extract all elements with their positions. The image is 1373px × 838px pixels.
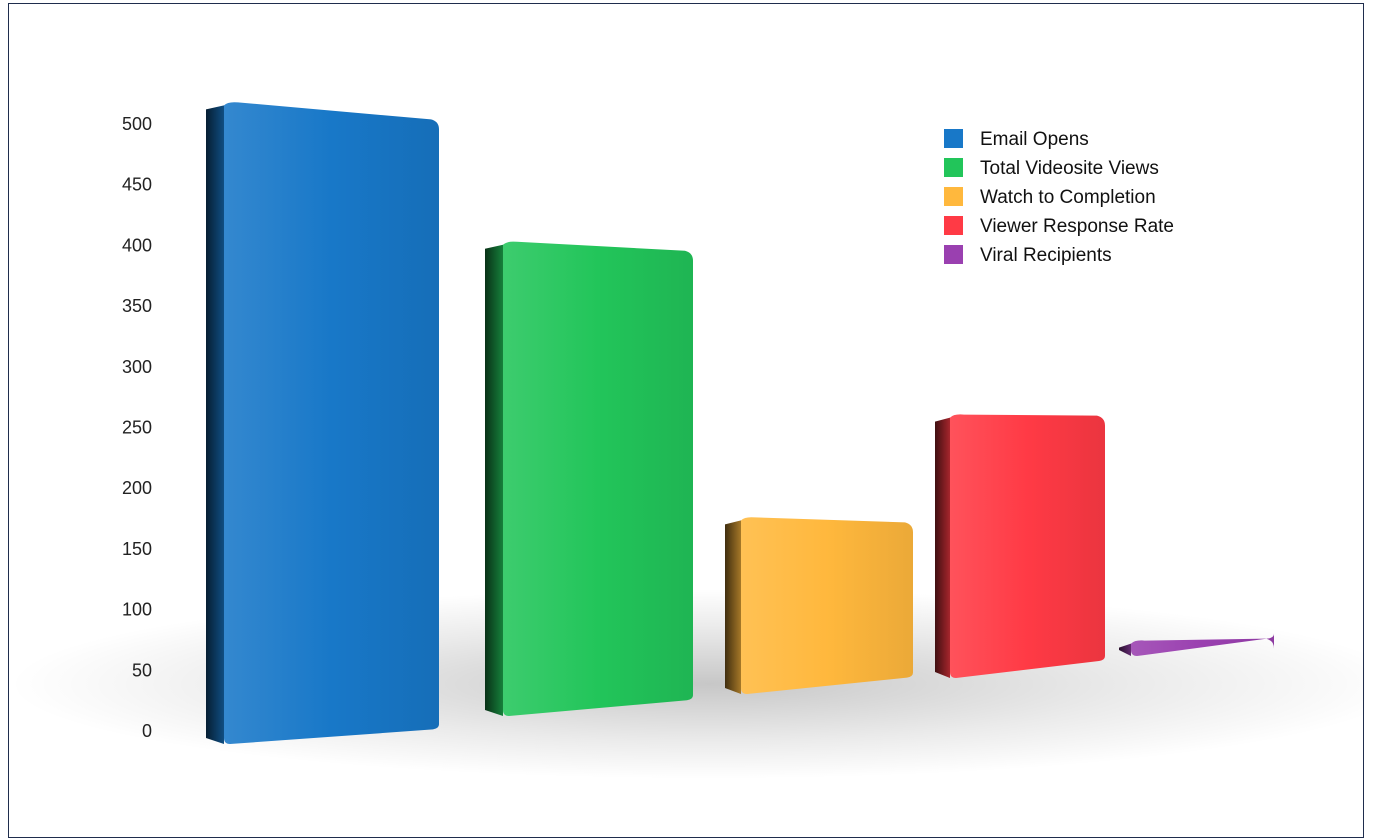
bar-side-face — [206, 105, 224, 744]
y-tick-label: 150 — [122, 539, 152, 559]
legend-swatch — [944, 187, 963, 206]
bar-chart: 0 50 100 150 200 250 300 350 400 450 500 Email Ope… — [9, 102, 1365, 779]
legend-item: Viral Recipients — [944, 245, 1112, 266]
legend-item: Total Videosite Views — [944, 158, 1159, 179]
chart-frame: 0 50 100 150 200 250 300 350 400 450 500 Email Ope… — [8, 3, 1365, 838]
y-tick-label: 300 — [122, 357, 152, 377]
bar-side-face — [485, 244, 503, 717]
legend-label: Viral Recipients — [980, 245, 1112, 266]
y-tick-label: 50 — [132, 660, 152, 680]
bar-front-face — [224, 102, 439, 744]
legend-label: Email Opens — [980, 129, 1089, 150]
legend-label: Total Videosite Views — [980, 158, 1159, 179]
y-axis: 0 50 100 150 200 250 300 350 400 450 500 — [122, 114, 152, 741]
y-tick-label: 250 — [122, 418, 152, 438]
bar-watch-to-completion — [725, 517, 913, 694]
legend-label: Watch to Completion — [980, 187, 1156, 208]
y-tick-label: 0 — [142, 721, 152, 741]
legend-item: Viewer Response Rate — [944, 216, 1174, 237]
legend-swatch — [944, 216, 963, 235]
bar-viral-recipients — [1119, 633, 1274, 656]
bar-side-face — [935, 417, 950, 678]
y-tick-label: 200 — [122, 478, 152, 498]
bars — [206, 102, 1274, 744]
legend-swatch — [944, 158, 963, 177]
legend: Email Opens Total Videosite Views Watch to… — [944, 129, 1174, 266]
bar-total-videosite-views — [485, 241, 693, 717]
bar-email-opens — [206, 102, 439, 744]
y-tick-label: 500 — [122, 114, 152, 134]
bar-front-face — [950, 414, 1105, 678]
bar-front-face — [503, 241, 693, 716]
bar-front-face — [741, 517, 913, 694]
y-tick-label: 400 — [122, 235, 152, 255]
bar-side-face — [725, 520, 741, 694]
legend-item: Watch to Completion — [944, 187, 1156, 208]
legend-item: Email Opens — [944, 129, 1089, 150]
bar-viewer-response-rate — [935, 414, 1105, 678]
y-tick-label: 100 — [122, 600, 152, 620]
legend-label: Viewer Response Rate — [980, 216, 1174, 237]
y-tick-label: 350 — [122, 296, 152, 316]
legend-swatch — [944, 245, 963, 264]
bar-side-face — [1119, 643, 1131, 656]
y-tick-label: 450 — [122, 175, 152, 195]
bar-front-face — [1131, 633, 1274, 656]
legend-swatch — [944, 129, 963, 148]
